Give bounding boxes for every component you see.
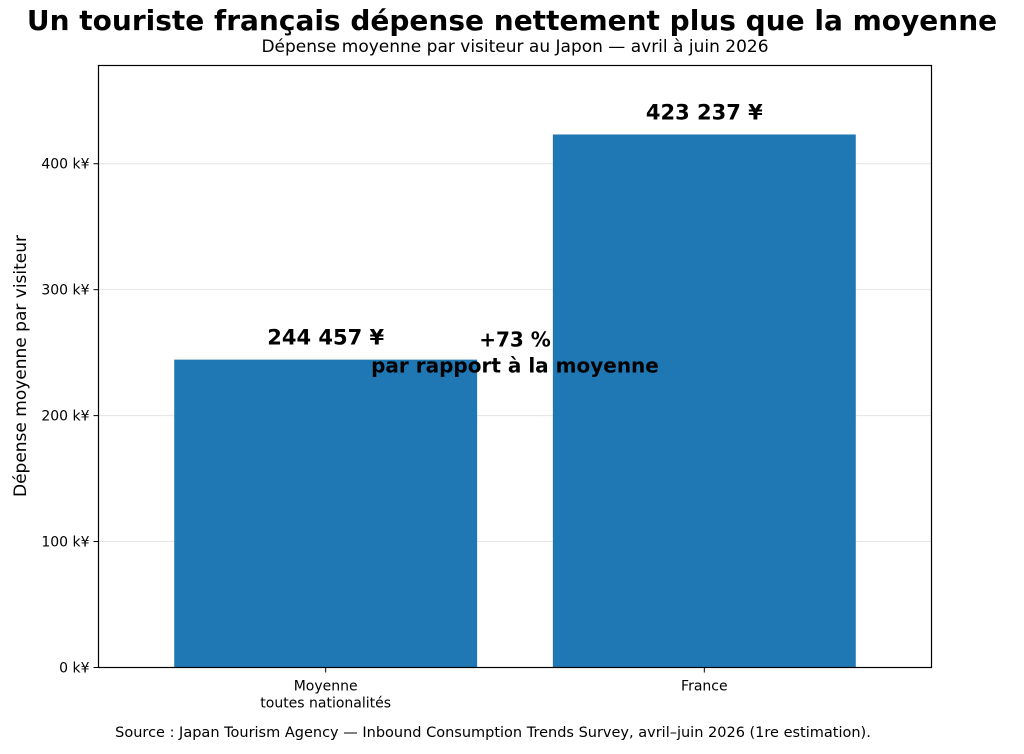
plot-frame: [97, 64, 933, 669]
chart-subtitle: Dépense moyenne par visiteur au Japon — …: [261, 37, 769, 57]
bar: [174, 359, 478, 668]
bar-value-label: 423 237 ¥: [646, 100, 763, 124]
bar: [552, 134, 856, 668]
comparison-annotation: +73 % par rapport à la moyenne: [371, 328, 659, 378]
data-labels: 244 457 ¥ 423 237 ¥: [267, 100, 763, 349]
x-axis-ticks: Moyenne toutes nationalités France: [260, 667, 728, 712]
x-tick-label: France: [681, 679, 728, 695]
y-tick-label: 0 k¥: [59, 661, 89, 677]
chart-title: Un touriste français dépense nettement p…: [26, 4, 998, 37]
y-tick-label: 300 k¥: [41, 283, 89, 299]
x-tick-label: Moyenne toutes nationalités: [260, 679, 391, 712]
source-note: Source : Japan Tourism Agency — Inbound …: [115, 725, 871, 741]
y-tick-label: 200 k¥: [41, 409, 89, 425]
bars: [174, 134, 856, 668]
y-axis-label: Dépense moyenne par visiteur: [11, 235, 31, 497]
y-tick-label: 100 k¥: [41, 535, 89, 551]
bar-value-label: 244 457 ¥: [267, 326, 384, 350]
y-axis-ticks: 0 k¥ 100 k¥ 200 k¥ 300 k¥ 400 k¥: [41, 157, 99, 677]
y-tick-label: 400 k¥: [41, 157, 89, 173]
